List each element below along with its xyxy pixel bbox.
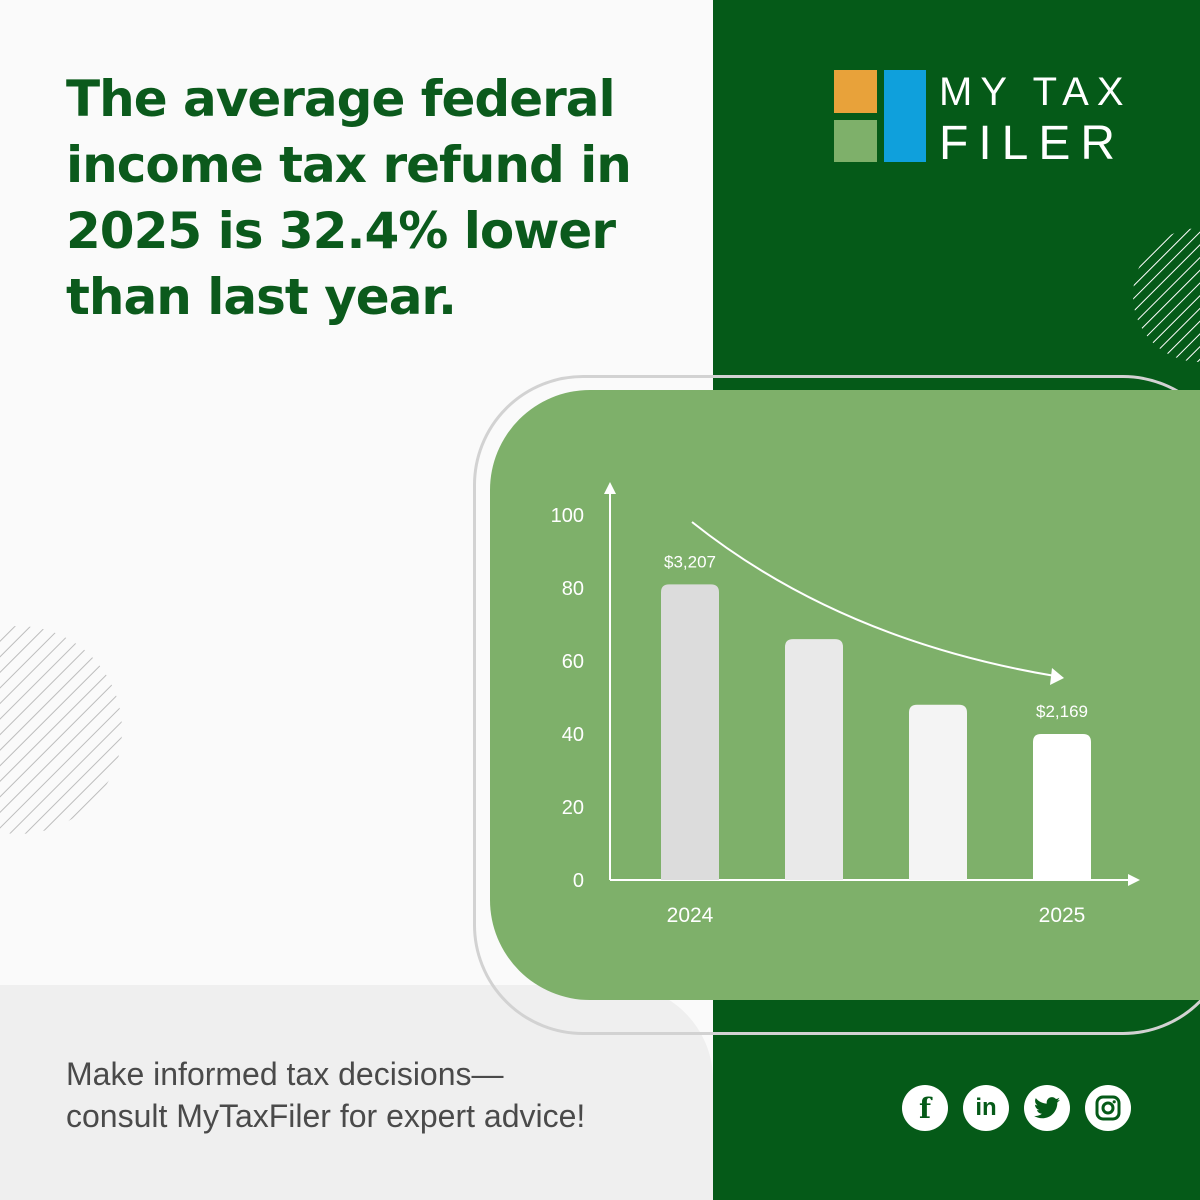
trend-arrow bbox=[691, 521, 1064, 685]
bar-2 bbox=[909, 704, 967, 880]
linkedin-glyph: in bbox=[975, 1094, 997, 1121]
x-category-label: 2024 bbox=[667, 904, 714, 927]
tagline-line-1: Make informed tax decisions— bbox=[66, 1056, 504, 1092]
hatched-circle-right bbox=[1133, 228, 1200, 362]
y-tick-label: 20 bbox=[562, 797, 584, 819]
hatched-circle-left bbox=[0, 626, 122, 834]
chart-bars bbox=[661, 584, 1091, 880]
x-axis-arrowhead bbox=[1128, 874, 1140, 886]
chart-card-outline bbox=[473, 375, 1200, 1035]
twitter-icon[interactable] bbox=[1024, 1085, 1070, 1131]
footer-panel bbox=[0, 985, 713, 1200]
bar-data-label: $3,207 bbox=[664, 552, 716, 571]
facebook-icon[interactable]: f bbox=[902, 1085, 948, 1131]
logo-green-square bbox=[834, 120, 877, 162]
y-axis-arrowhead bbox=[604, 482, 616, 494]
trend-curve bbox=[691, 521, 1056, 677]
twitter-bird-icon bbox=[1034, 1097, 1060, 1119]
tagline: Make informed tax decisions— consult MyT… bbox=[66, 1053, 666, 1137]
x-category-label: 2025 bbox=[1039, 904, 1086, 927]
y-tick-label: 60 bbox=[562, 651, 584, 673]
instagram-camera-icon bbox=[1095, 1095, 1121, 1121]
bar-3 bbox=[1033, 734, 1091, 880]
headline: The average federal income tax refund in… bbox=[66, 70, 632, 326]
y-tick-label: 40 bbox=[562, 724, 584, 746]
linkedin-icon[interactable]: in bbox=[963, 1085, 1009, 1131]
facebook-glyph: f bbox=[918, 1091, 932, 1125]
y-tick-label: 0 bbox=[573, 870, 584, 892]
y-tick-label: 80 bbox=[562, 578, 584, 600]
trend-arrowhead bbox=[1050, 668, 1064, 685]
logo-line-2: FILER bbox=[939, 117, 1126, 170]
my-tax-filer-logo: MY TAX FILER bbox=[834, 70, 1144, 170]
instagram-icon[interactable] bbox=[1085, 1085, 1131, 1131]
y-tick-label: 100 bbox=[551, 505, 584, 527]
bar-1 bbox=[785, 639, 843, 880]
bar-0 bbox=[661, 584, 719, 880]
logo-line-1: MY TAX bbox=[939, 70, 1132, 114]
tagline-line-2: consult MyTaxFiler for expert advice! bbox=[66, 1098, 586, 1134]
logo-orange-square bbox=[834, 70, 877, 113]
logo-blue-bar bbox=[884, 70, 926, 162]
bar-data-label: $2,169 bbox=[1036, 702, 1088, 721]
chart-labels: 0 20 40 60 80 100 $3,207 2024 $2,169 2025 bbox=[551, 505, 1088, 927]
